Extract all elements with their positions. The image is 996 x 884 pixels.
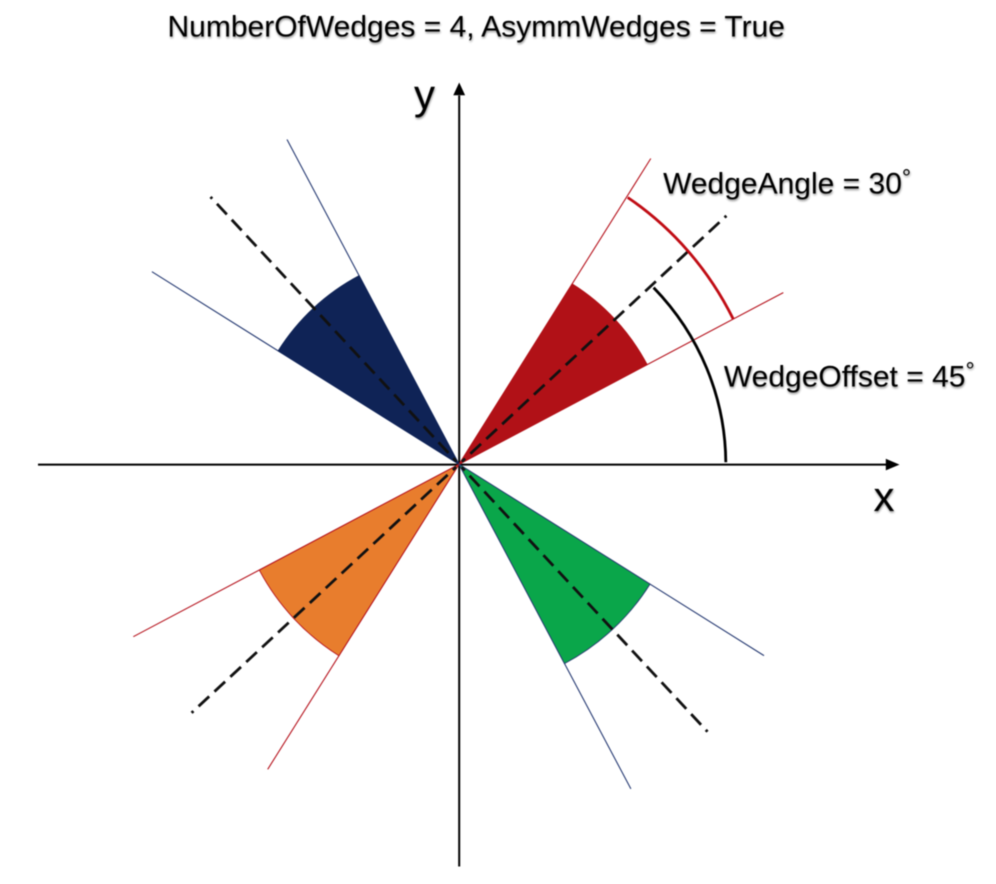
svg-text:WedgeAngle = 30°: WedgeAngle = 30° xyxy=(663,165,911,201)
svg-text:x: x xyxy=(874,473,895,520)
svg-text:y: y xyxy=(414,71,435,118)
svg-text:NumberOfWedges = 4, AsymmWedge: NumberOfWedges = 4, AsymmWedges = True xyxy=(168,11,786,44)
svg-text:WedgeOffset = 45°: WedgeOffset = 45° xyxy=(724,358,975,394)
